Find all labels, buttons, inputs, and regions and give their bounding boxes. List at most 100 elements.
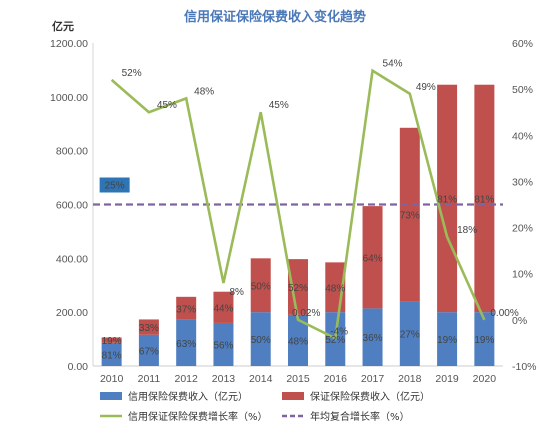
y-right-tick-label: -10% [512,361,537,373]
growth-line-group [110,68,486,341]
guarantee-share-label: 19% [102,336,122,347]
y-left-tick-label: 1200.00 [50,38,88,50]
legend-label: 信用保险保费收入（亿元） [128,390,248,403]
bar-group [101,84,495,366]
bar-credit-insurance [213,322,234,366]
bar-guarantee-insurance [213,291,234,323]
x-tick-label: 2016 [324,373,348,385]
chart-title: 信用保证保险保费收入变化趋势 [184,9,366,25]
growth-rate-label: 48% [194,86,214,97]
average-growth-label: 25% [105,181,125,192]
bar-credit-insurance [176,319,197,366]
growth-rate-label: 45% [157,100,177,111]
legend-label: 年均复合增长率（%） [310,410,410,423]
guarantee-share-label: 64% [363,253,383,264]
guarantee-share-label: 44% [213,303,233,314]
guarantee-share-label: 81% [474,194,494,205]
credit-share-label: 36% [363,333,383,344]
legend-label: 信用保证保险保费增长率（%） [128,410,268,423]
growth-rate-label: 52% [122,68,142,79]
bar-guarantee-insurance [288,259,308,315]
bar-credit-insurance [138,334,159,366]
growth-rate-label: 0.02% [292,308,320,319]
legend: 信用保险保费收入（亿元） 保证保险保费收入（亿元） 信用保证保险保费增长率（%） 年均… [100,390,430,423]
credit-share-label: 81% [102,350,122,361]
y-right-tick-label: 40% [512,130,533,142]
y-left-tick-label: 600.00 [56,200,88,212]
y-left-tick-label: 1000.00 [50,92,88,104]
x-tick-labels: 2010 2011 2012 2013 2014 2015 2016 2017 2018 2019… [100,373,496,385]
growth-rate-label: -4% [330,326,348,337]
y-left-unit-label: 亿元 [52,19,74,33]
credit-share-label: 63% [176,339,196,350]
y-left-tick-labels: 0.00 200.00 400.00 600.00 800.00 1000.00 1200.… [50,38,88,373]
bar-credit-insurance [474,312,495,366]
y-right-tick-label: 20% [512,223,533,235]
bar-guarantee-insurance [250,258,271,313]
y-right-tick-label: 10% [512,269,533,281]
data-label-group: 81% 19% 67% 33% 63% 37% 56% 44% 50% 50% 48% 52% 52% 4… [102,59,519,362]
growth-rate-label: 54% [383,59,403,70]
y-right-tick-labels: -10% 0% 10% 20% 30% 40% 50% 60% [512,38,537,373]
x-tick-label: 2013 [212,373,236,385]
bar-credit-insurance [362,308,383,366]
growth-rate-label: 49% [416,82,436,93]
guarantee-share-label: 33% [139,323,159,334]
x-tick-label: 2010 [100,373,124,385]
y-left-tick-label: 400.00 [56,253,88,265]
bar-guarantee-insurance [138,319,159,335]
x-tick-label: 2017 [361,373,385,385]
y-right-tick-label: 50% [512,84,533,96]
bar-guarantee-insurance [176,296,197,320]
x-tick-label: 2014 [249,373,273,385]
x-tick-label: 2012 [175,373,199,385]
y-left-tick-label: 200.00 [56,307,88,319]
x-tick-label: 2018 [398,373,422,385]
guarantee-share-label: 48% [325,283,345,294]
credit-share-label: 48% [288,336,308,347]
y-left-tick-label: 0.00 [68,361,89,373]
legend-label: 保证保险保费收入（亿元） [310,390,430,403]
credit-share-label: 67% [139,346,159,357]
x-tick-label: 2020 [473,373,497,385]
guarantee-share-label: 52% [288,283,308,294]
credit-share-label: 52% [325,335,345,346]
y-left-tick-label: 800.00 [56,146,88,158]
average-line-group: 25% [93,177,503,206]
growth-rate-line [110,68,486,341]
bar-guarantee-insurance [399,127,420,302]
bar-credit-insurance [250,312,271,366]
bar-credit-insurance [437,312,458,366]
bar-guarantee-insurance [362,206,383,309]
guarantee-share-label: 37% [176,304,196,315]
legend-swatch [100,392,122,400]
x-tick-label: 2011 [138,373,161,385]
bar-credit-insurance [399,301,420,366]
growth-rate-label: 0.00% [490,308,518,319]
legend-swatch [282,392,304,400]
credit-share-label: 19% [437,335,457,346]
guarantee-share-label: 81% [437,194,457,205]
credit-share-label: 50% [251,335,271,346]
bar-guarantee-insurance [437,84,458,313]
guarantee-share-label: 73% [400,211,420,222]
credit-share-label: 56% [213,340,233,351]
y-right-tick-label: 30% [512,176,533,188]
bar-credit-insurance [101,342,122,366]
bar-guarantee-insurance [474,84,495,313]
guarantee-share-label: 50% [251,281,271,292]
bar-credit-insurance [288,314,308,366]
growth-rate-label: 8% [229,287,244,298]
growth-rate-label: 18% [457,225,477,236]
growth-rate-label: 45% [269,100,289,111]
x-tick-label: 2019 [435,373,459,385]
credit-share-label: 27% [400,330,420,341]
y-right-tick-label: 0% [512,315,527,327]
y-right-tick-label: 60% [512,38,533,50]
x-tick-label: 2015 [286,373,310,385]
average-label-box [99,177,130,193]
credit-share-label: 19% [474,335,494,346]
bar-guarantee-insurance [101,337,122,343]
